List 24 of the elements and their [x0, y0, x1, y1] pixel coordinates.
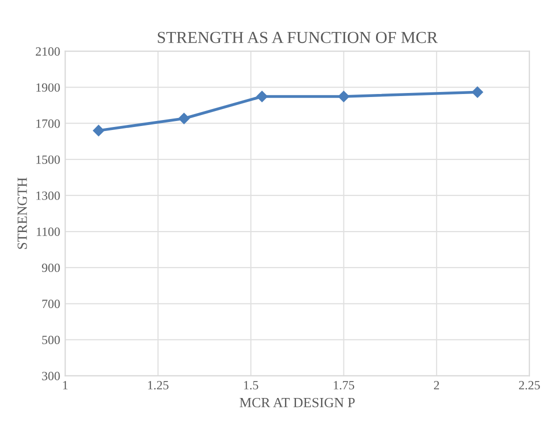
y-tick-label: 2100 — [36, 47, 60, 56]
y-axis-title: STRENGTH — [18, 178, 27, 249]
point — [256, 90, 268, 102]
y-tick-label: 1700 — [36, 119, 60, 128]
y-tick-label: 1100 — [36, 228, 60, 236]
y-tick-label: 300 — [42, 372, 60, 380]
y-tick-label: 1900 — [36, 83, 60, 92]
y-tick-label: 1500 — [36, 155, 60, 164]
y-tick-label: 700 — [42, 300, 60, 308]
chart-title: STRENGTH AS A FUNCTION OF MCR — [158, 32, 438, 44]
x-tick-label: 1.5 — [244, 381, 258, 390]
y-tick-label: 1300 — [36, 191, 60, 200]
x-tick-label: 1.75 — [334, 381, 354, 390]
x-tick-label: 2 — [434, 381, 440, 390]
x-axis-title: MCR AT DESIGN P — [240, 398, 355, 408]
point — [472, 86, 484, 98]
x-tick-label: 2.25 — [519, 381, 540, 390]
y-tick-label: 500 — [42, 336, 60, 344]
point — [92, 124, 104, 136]
point — [338, 90, 350, 102]
x-tick-label: 1 — [63, 381, 68, 390]
y-tick-label: 900 — [42, 264, 60, 272]
point — [178, 112, 190, 124]
x-tick-label: 1.25 — [148, 381, 168, 390]
